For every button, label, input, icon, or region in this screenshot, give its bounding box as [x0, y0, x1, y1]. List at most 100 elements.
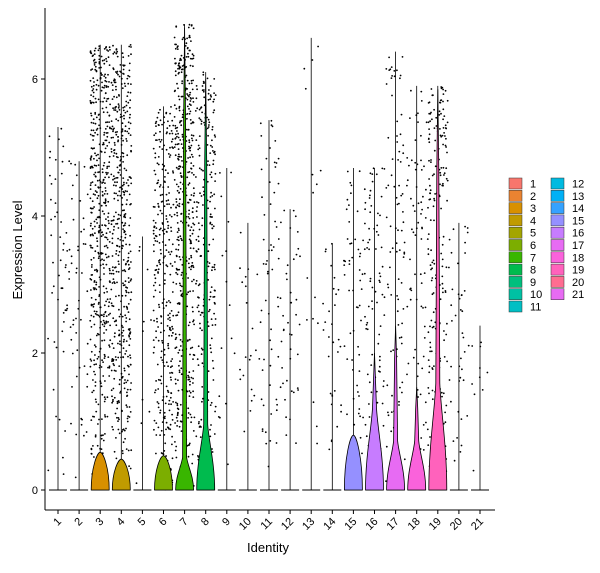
data-point [90, 207, 93, 210]
data-point [81, 272, 83, 274]
violin-body [111, 458, 131, 491]
data-point [422, 195, 424, 198]
data-point [127, 259, 130, 262]
data-point [96, 197, 99, 200]
data-point [83, 365, 86, 367]
data-point [433, 173, 435, 176]
data-point [129, 176, 132, 179]
data-point [198, 167, 201, 170]
data-point [127, 132, 130, 135]
data-point [113, 396, 116, 399]
data-point [176, 82, 178, 85]
data-point [94, 122, 97, 125]
data-point [127, 82, 130, 85]
data-point [91, 247, 94, 249]
legend-label: 17 [572, 240, 584, 252]
data-point [126, 420, 129, 423]
data-point [47, 337, 49, 340]
data-point [174, 338, 177, 341]
data-point [61, 160, 64, 163]
data-point [102, 439, 105, 442]
data-point [393, 70, 396, 72]
data-point [127, 91, 130, 94]
data-point [168, 156, 171, 158]
data-point [117, 140, 119, 143]
data-point [282, 329, 285, 332]
data-point [188, 182, 191, 185]
data-point [258, 358, 261, 360]
data-point [369, 172, 372, 175]
data-point [177, 239, 180, 242]
data-point [442, 108, 445, 111]
data-point [90, 129, 93, 132]
data-point [433, 199, 436, 202]
data-point [209, 173, 212, 176]
data-point [210, 318, 213, 320]
data-point [102, 233, 104, 236]
data-point [180, 367, 183, 370]
data-point [269, 440, 272, 442]
data-point [213, 109, 216, 112]
data-point [91, 200, 94, 203]
data-point [129, 99, 132, 102]
data-point [179, 172, 182, 175]
data-point [191, 280, 193, 283]
data-point [171, 365, 174, 367]
data-point [90, 266, 93, 268]
data-point [276, 403, 278, 406]
violin-3 [90, 44, 110, 491]
data-point [157, 213, 159, 216]
data-point [440, 207, 442, 210]
data-point [401, 391, 403, 394]
data-point [275, 409, 278, 412]
data-point [179, 403, 182, 406]
data-point [111, 98, 114, 100]
data-point [157, 406, 160, 409]
data-point [158, 303, 160, 306]
data-point [227, 220, 230, 223]
data-point [125, 317, 128, 319]
data-point [167, 318, 170, 320]
data-point [176, 143, 179, 146]
data-point [190, 153, 193, 156]
data-point [122, 356, 124, 358]
data-point [125, 340, 128, 342]
data-point [178, 107, 181, 109]
data-point [443, 174, 445, 176]
data-point [110, 223, 113, 226]
data-point [430, 279, 433, 282]
data-point [328, 310, 330, 313]
data-point [125, 169, 128, 172]
data-point [317, 322, 319, 325]
data-point [251, 327, 254, 330]
data-point [430, 249, 432, 252]
data-point [178, 371, 181, 374]
data-point [157, 378, 160, 381]
data-point [110, 150, 113, 153]
data-point [202, 397, 204, 400]
data-point [295, 313, 297, 316]
data-point [185, 74, 188, 77]
data-point [175, 283, 178, 285]
data-point [214, 180, 217, 183]
data-point [60, 172, 63, 175]
data-point [126, 77, 129, 80]
data-point [106, 111, 109, 114]
data-point [91, 181, 94, 184]
data-point [463, 290, 466, 292]
data-point [115, 211, 117, 214]
data-point [178, 425, 181, 428]
data-point [170, 215, 173, 218]
data-point [179, 345, 182, 347]
data-point [107, 313, 110, 316]
data-point [105, 300, 107, 303]
data-point [239, 267, 241, 270]
data-point [169, 327, 171, 330]
data-point [113, 197, 116, 200]
data-point [428, 112, 431, 115]
legend-swatch [508, 190, 523, 202]
data-point [105, 232, 108, 235]
data-point [363, 272, 366, 275]
data-point [181, 116, 184, 119]
data-point [112, 305, 115, 308]
